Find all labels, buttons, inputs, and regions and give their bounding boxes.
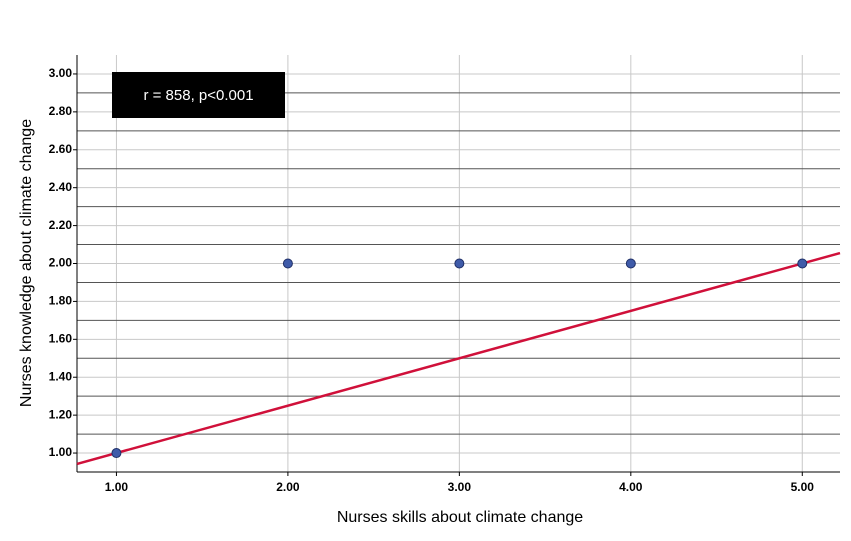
point [625, 258, 636, 269]
y-tick-label: 1.80 [49, 294, 73, 308]
annotation-box [112, 72, 285, 118]
point [797, 258, 808, 269]
x-tick-label: 5.00 [791, 480, 815, 494]
y-axis-label: Nurses knowledge about climate change [18, 119, 35, 407]
x-tick-label: 4.00 [619, 480, 643, 494]
point [454, 258, 465, 269]
point [111, 448, 122, 459]
y-tick-label: 1.40 [49, 369, 73, 383]
y-tick-label: 1.00 [49, 445, 73, 459]
x-tick-label: 2.00 [276, 480, 300, 494]
y-tick-label: 3.00 [49, 66, 73, 80]
y-tick-label: 2.20 [49, 218, 73, 232]
y-tick-label: 2.80 [49, 104, 73, 118]
x-tick-label: 3.00 [448, 480, 472, 494]
y-tick-label: 1.60 [49, 331, 73, 345]
y-tick-label: 1.20 [49, 407, 73, 421]
point [282, 258, 293, 269]
fit-line [76, 251, 841, 466]
x-axis-label: Nurses skills about climate change [337, 509, 583, 526]
annotation: r = 858, p<0.001 [143, 87, 253, 104]
y-tick-label: 2.60 [49, 142, 73, 156]
x-tick-label: 1.00 [105, 480, 129, 494]
y-tick-label: 2.00 [49, 256, 73, 270]
y-tick-label: 2.40 [49, 180, 73, 194]
